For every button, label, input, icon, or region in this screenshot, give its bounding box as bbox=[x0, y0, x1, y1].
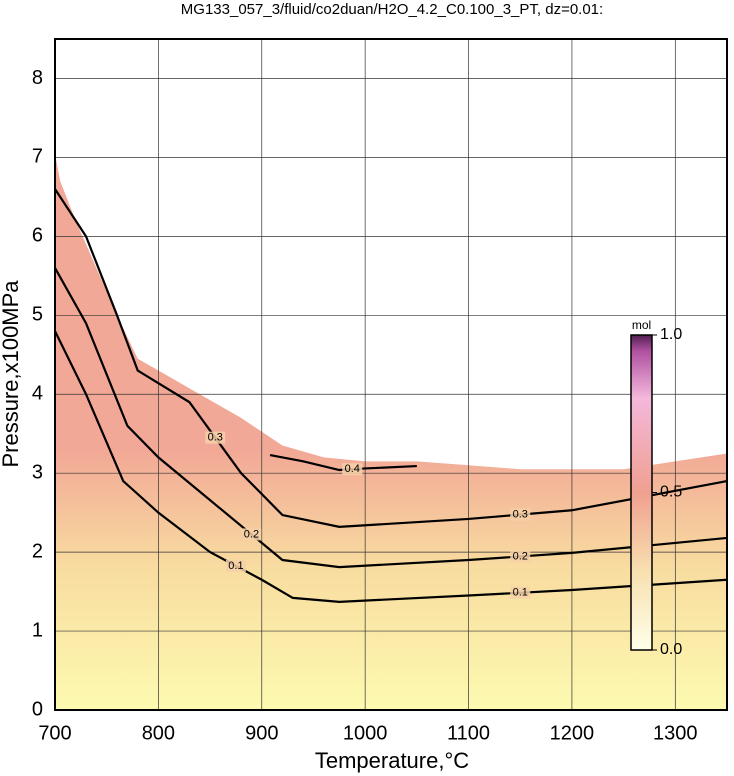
contour-label: 0.2 bbox=[513, 550, 528, 562]
contour-label-bg bbox=[510, 508, 531, 521]
y-tick-label: 4 bbox=[32, 383, 43, 405]
y-tick-label: 8 bbox=[32, 67, 43, 89]
contour-label-bg bbox=[205, 431, 226, 444]
colorbar-label: mol bbox=[632, 318, 651, 332]
contour-line bbox=[54, 330, 728, 603]
plot-frame bbox=[54, 38, 728, 711]
x-tick-label: 900 bbox=[245, 722, 278, 744]
colorbar-tick-label: 0.0 bbox=[660, 641, 682, 658]
x-tick-label: 1000 bbox=[343, 722, 388, 744]
x-axis-label: Temperature,°C bbox=[315, 748, 469, 773]
y-tick-label: 6 bbox=[32, 225, 43, 247]
field-region bbox=[55, 153, 727, 710]
x-tick-label: 1200 bbox=[550, 722, 595, 744]
contour-label-bg bbox=[510, 586, 531, 599]
y-tick-label: 2 bbox=[32, 540, 43, 562]
colorbar-tick-label: 0.5 bbox=[660, 484, 682, 501]
contour-label-bg bbox=[510, 550, 531, 563]
contour-label: 0.1 bbox=[513, 587, 528, 599]
y-tick-label: 7 bbox=[32, 146, 43, 168]
contour-label-bg bbox=[241, 528, 262, 541]
contour-line bbox=[269, 453, 417, 472]
contour-label-bg bbox=[225, 559, 246, 572]
x-tick-label: 1300 bbox=[653, 722, 698, 744]
y-axis-label: Pressure,x100MPa bbox=[0, 280, 23, 468]
colorbar-tick-label: 1.0 bbox=[660, 326, 682, 343]
chart-title: MG133_057_3/fluid/co2duan/H2O_4.2_C0.100… bbox=[181, 1, 603, 18]
x-tick-label: 1100 bbox=[447, 722, 490, 744]
y-tick-label: 0 bbox=[32, 698, 43, 720]
y-tick-label: 5 bbox=[32, 304, 43, 326]
contour-label: 0.4 bbox=[345, 463, 360, 475]
contour-line bbox=[54, 188, 728, 528]
contour-label-bg bbox=[342, 463, 363, 476]
y-tick-label: 3 bbox=[32, 461, 43, 483]
x-tick-label: 800 bbox=[142, 722, 175, 744]
contour-label: 0.3 bbox=[208, 432, 223, 444]
y-tick-label: 1 bbox=[32, 619, 43, 641]
contour-label: 0.1 bbox=[228, 560, 243, 572]
contour-label: 0.2 bbox=[244, 528, 259, 540]
colorbar bbox=[630, 334, 653, 651]
contour-label: 0.3 bbox=[513, 509, 528, 521]
x-tick-label: 700 bbox=[38, 722, 71, 744]
